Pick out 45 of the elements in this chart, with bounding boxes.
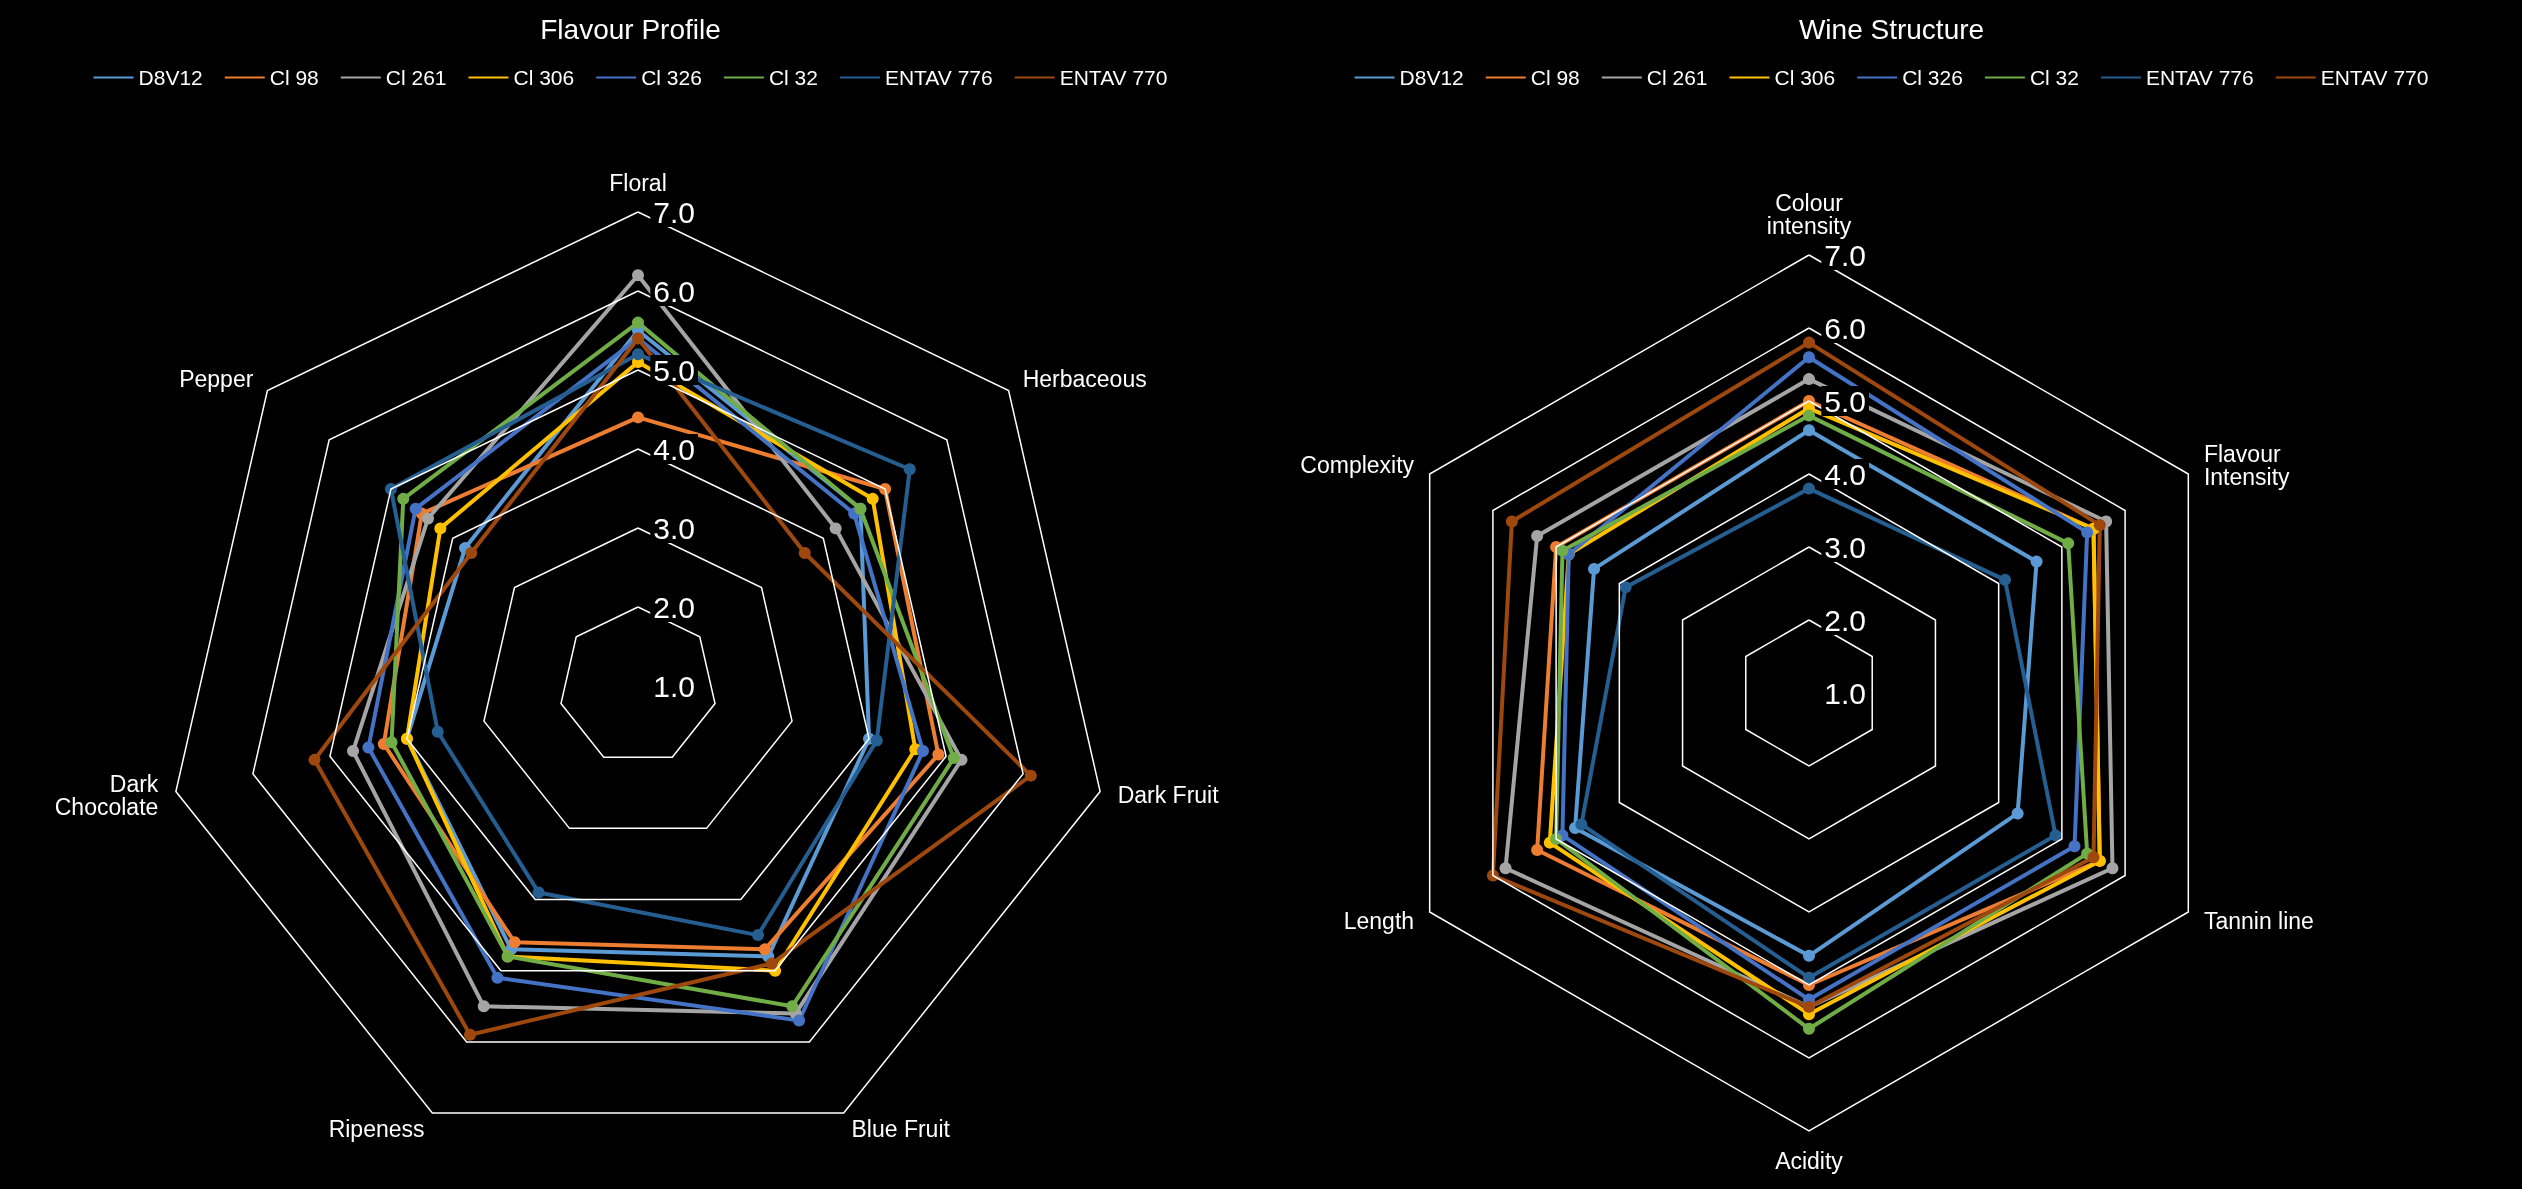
spoke-label: Blue Fruit	[851, 1116, 951, 1143]
y-tick-label: 6.0	[653, 274, 695, 308]
spoke-label: Ripeness	[328, 1116, 425, 1143]
y-tick-label: 7.0	[1824, 238, 1866, 272]
legend-label: ENTAV 770	[2320, 66, 2429, 89]
y-tick-label: 3.0	[1824, 530, 1866, 564]
y-tick-label: 2.0	[1824, 603, 1866, 637]
y-tick-label: 5.0	[1824, 384, 1866, 418]
legend-label: Cl 326	[641, 66, 702, 89]
y-tick-label: 1.0	[1824, 676, 1866, 710]
y-tick-label: 4.0	[1824, 457, 1866, 491]
spoke-label: Tannin line	[2203, 908, 2314, 934]
y-tick-label: 7.0	[653, 195, 695, 229]
legend-label: Cl 98	[1530, 66, 1580, 89]
y-tick-label: 1.0	[653, 669, 695, 703]
legend-label: ENTAV 776	[2145, 66, 2254, 89]
legend-label: Cl 32	[2029, 66, 2079, 89]
y-tick-label: 6.0	[1824, 311, 1866, 345]
spoke-label: Floral	[609, 169, 667, 196]
legend-label: Cl 98	[269, 66, 319, 89]
y-tick-label: 2.0	[653, 590, 695, 624]
spoke-label: Dark Fruit	[1117, 782, 1220, 809]
y-tick-label: 3.0	[653, 511, 695, 545]
spoke-label: Dark Chocolate	[54, 770, 159, 820]
legend-label: ENTAV 776	[884, 66, 993, 89]
spoke-label: Flavour Intensity	[2203, 440, 2291, 490]
spoke-label: Colour intensity	[1766, 189, 1852, 239]
legend-label: D8V12	[1399, 66, 1464, 89]
chart-title: Wine Structure	[1798, 13, 1985, 45]
legend-label: D8V12	[138, 66, 203, 89]
chart-title: Flavour Profile	[540, 13, 721, 45]
spoke-label: Pepper	[179, 366, 254, 393]
spoke-label: Acidity	[1775, 1147, 1844, 1174]
legend-label: Cl 326	[1902, 66, 1963, 89]
legend-label: Cl 306	[1774, 66, 1836, 89]
legend-label: Cl 261	[385, 66, 447, 89]
y-tick-label: 4.0	[653, 432, 695, 466]
spoke-label: Complexity	[1300, 452, 1415, 478]
legend-label: ENTAV 770	[1059, 66, 1168, 89]
legend-label: Cl 32	[768, 66, 818, 89]
y-tick-label: 5.0	[653, 353, 695, 387]
spoke-label: Length	[1343, 908, 1415, 934]
legend-label: Cl 261	[1646, 66, 1708, 89]
spoke-label: Herbaceous	[1022, 366, 1147, 393]
legend-label: Cl 306	[513, 66, 575, 89]
